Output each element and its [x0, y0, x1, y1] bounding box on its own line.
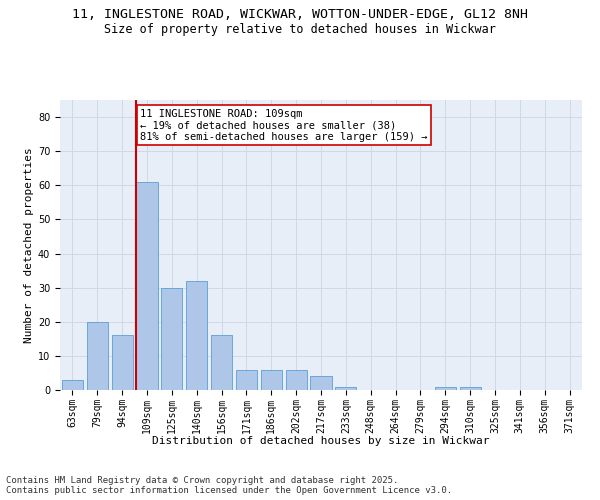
Bar [310, 376, 332, 390]
Bar [186, 281, 207, 390]
Bar [460, 386, 481, 390]
Text: Contains HM Land Registry data © Crown copyright and database right 2025.
Contai: Contains HM Land Registry data © Crown c… [6, 476, 452, 495]
Y-axis label: Number of detached properties: Number of detached properties [24, 147, 34, 343]
X-axis label: Distribution of detached houses by size in Wickwar: Distribution of detached houses by size … [152, 436, 490, 446]
Bar [211, 336, 232, 390]
Bar [335, 386, 356, 390]
Text: 11 INGLESTONE ROAD: 109sqm
← 19% of detached houses are smaller (38)
81% of semi: 11 INGLESTONE ROAD: 109sqm ← 19% of deta… [140, 108, 428, 142]
Bar [435, 386, 456, 390]
Bar [112, 336, 133, 390]
Text: Size of property relative to detached houses in Wickwar: Size of property relative to detached ho… [104, 22, 496, 36]
Bar [136, 182, 158, 390]
Bar [62, 380, 83, 390]
Bar [87, 322, 108, 390]
Bar [261, 370, 282, 390]
Bar [236, 370, 257, 390]
Bar [161, 288, 182, 390]
Text: 11, INGLESTONE ROAD, WICKWAR, WOTTON-UNDER-EDGE, GL12 8NH: 11, INGLESTONE ROAD, WICKWAR, WOTTON-UND… [72, 8, 528, 20]
Bar [286, 370, 307, 390]
